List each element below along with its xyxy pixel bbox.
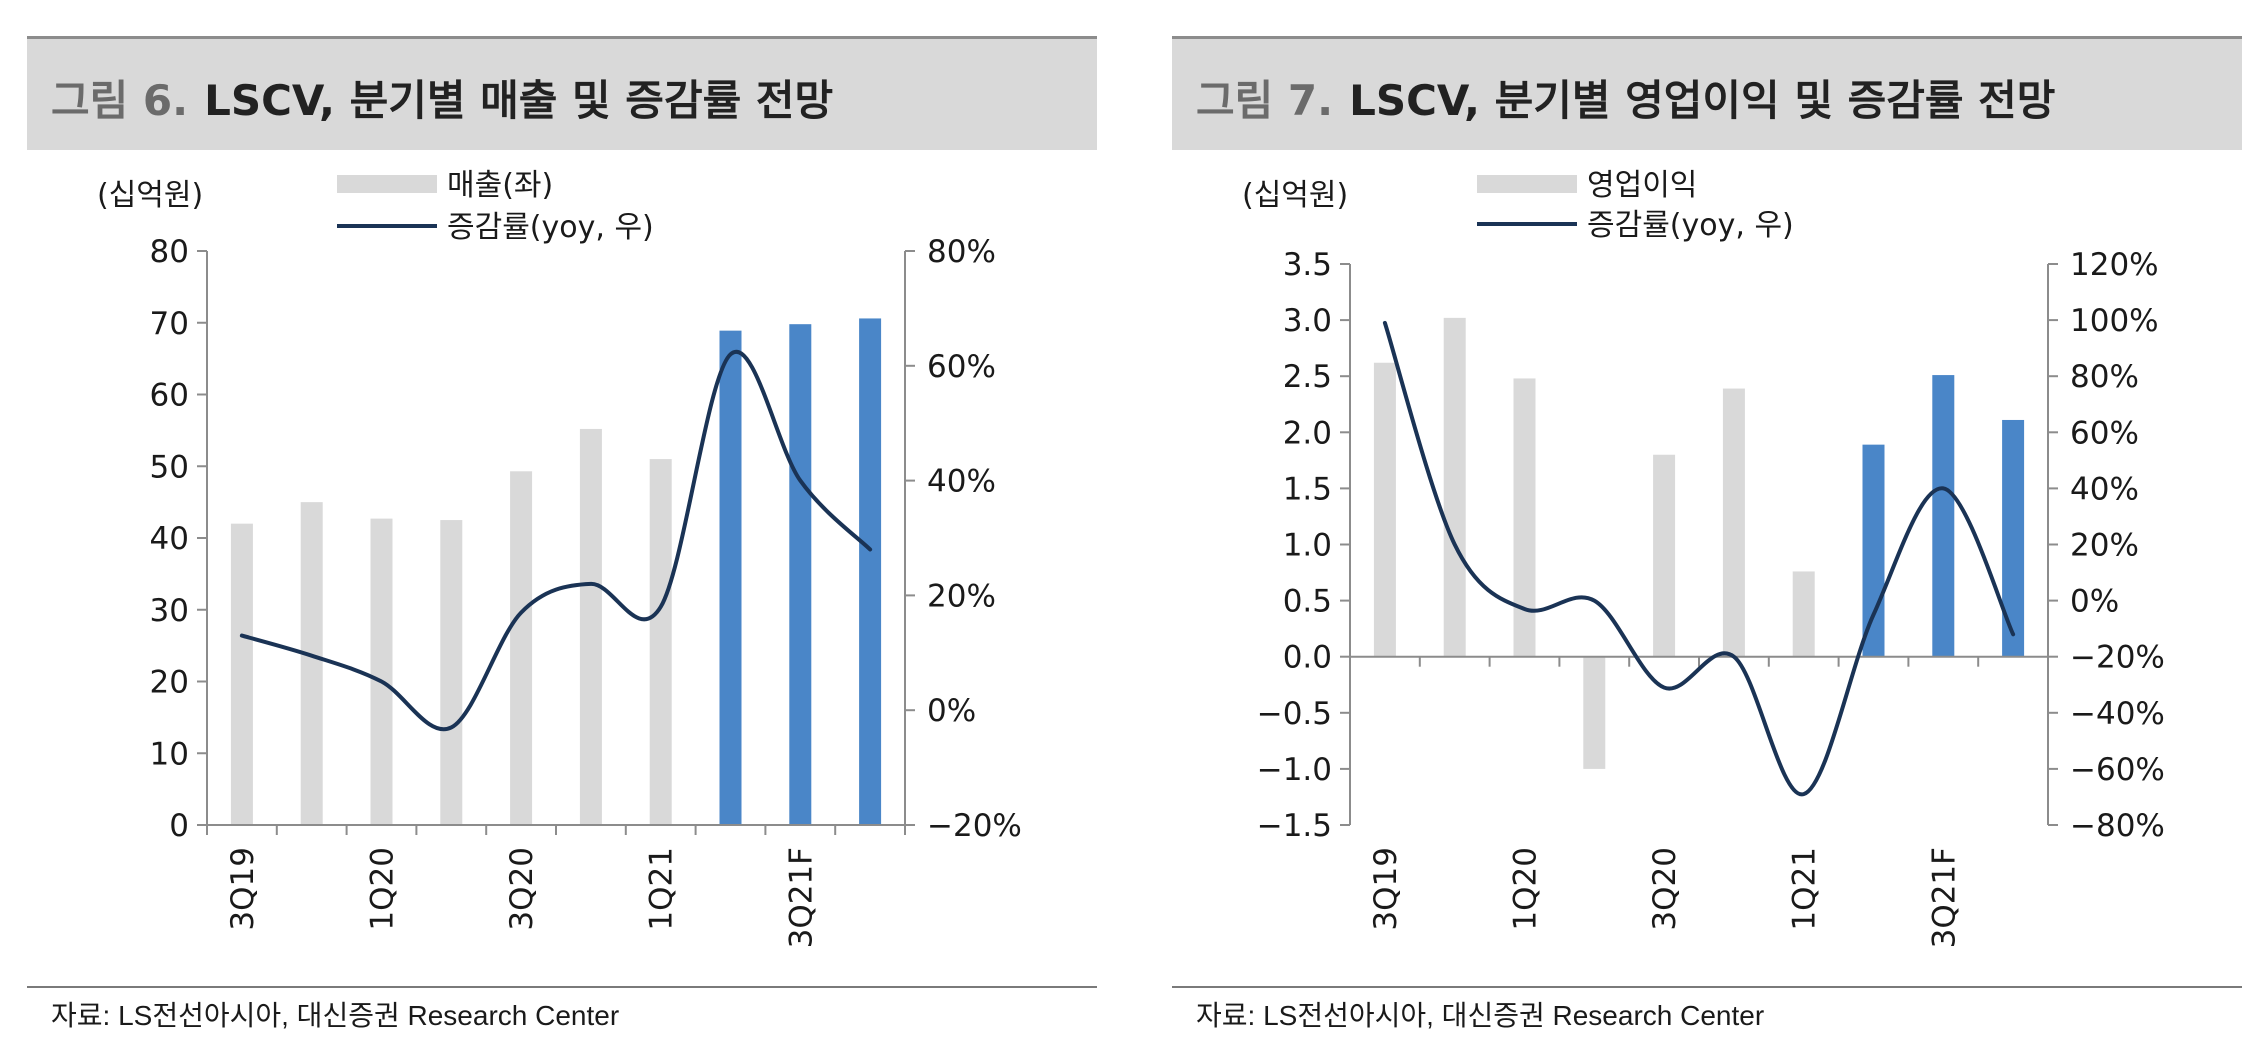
figure-number: 그림 6. [51,76,189,125]
right-tick-label: 40% [927,464,996,500]
bar [230,523,253,825]
right-tick-label: 0% [2070,584,2119,620]
bar [1373,362,1396,657]
left-tick-label: 2.5 [1283,359,1332,395]
bar [1722,388,1745,657]
x-tick-label: 1Q20 [365,847,401,931]
right-tick-label: −20% [2070,640,2165,676]
figure-title-bar: 그림 6. LSCV, 분기별 매출 및 증감률 전망 [27,36,1097,150]
right-tick-label: 80% [2070,359,2139,395]
bar [440,520,463,825]
bar [1513,378,1536,657]
yoy-growth-line [1382,320,2016,797]
left-tick-label: 0.5 [1283,584,1332,620]
x-tick-label: 3Q21F [783,847,819,948]
x-tick-label: 1Q20 [1508,847,1544,931]
left-tick-label: 10 [150,736,189,772]
left-tick-label: 3.5 [1283,247,1332,283]
left-tick-label: 40 [150,521,189,557]
figure-number: 그림 7. [1196,76,1334,125]
figure-title: 그림 6. LSCV, 분기별 매출 및 증감률 전망 [51,67,833,128]
bar-forecast [1932,375,1955,657]
left-tick-label: 70 [150,306,189,342]
bar [1653,454,1676,657]
bar [579,428,602,825]
left-tick-label: −1.0 [1257,752,1332,788]
right-tick-label: 20% [2070,528,2139,564]
bar-forecast [859,318,882,825]
figure-title-bar: 그림 7. LSCV, 분기별 영업이익 및 증감률 전망 [1172,36,2242,150]
right-tick-label: 60% [2070,415,2139,451]
left-tick-label: 1.0 [1283,528,1332,564]
source-divider [1172,986,2242,988]
unit-label: (십억원) [97,178,203,213]
unit-label: (십억원) [1242,178,1348,213]
figure-title-text: LSCV, 분기별 매출 및 증감률 전망 [204,76,834,125]
bar [1443,317,1466,657]
legend-bar-swatch [1477,175,1577,193]
right-tick-label: 40% [2070,471,2139,507]
revenue-chart: (십억원) 매출(좌) 증감률(yoy, 우) 0 10 20 30 40 50 60 70 80 −2… [97,168,1022,948]
left-tick-label: 20 [150,665,189,701]
bar [510,471,533,825]
right-tick-label: 60% [927,349,996,385]
right-tick-label: 80% [927,234,996,270]
bar-forecast [2002,419,2025,657]
right-tick-label: 0% [927,693,976,729]
left-tick-label: 3.0 [1283,303,1332,339]
x-tick-label: 3Q21F [1926,847,1962,948]
right-tick-label: 100% [2070,303,2159,339]
left-tick-label: 60 [150,378,189,414]
x-tick-label: 3Q20 [1647,847,1683,931]
figure-title-text: LSCV, 분기별 영업이익 및 증감률 전망 [1349,76,2056,125]
right-tick-label: −20% [927,808,1022,844]
figure-title: 그림 7. LSCV, 분기별 영업이익 및 증감률 전망 [1196,67,2055,128]
x-tick-label: 1Q21 [1787,847,1823,931]
bar [1792,571,1815,657]
legend-bar-swatch [337,175,437,193]
left-tick-label: 1.5 [1283,471,1332,507]
left-tick-label: 2.0 [1283,415,1332,451]
source-divider [27,986,1097,988]
right-tick-label: −80% [2070,808,2165,844]
bar-forecast [719,330,742,825]
bar [300,502,323,825]
bar [649,459,672,825]
left-tick-label: 50 [150,449,189,485]
left-tick-label: −0.5 [1257,696,1332,732]
left-tick-label: 30 [150,593,189,629]
legend-bar-label: 매출(좌) [447,168,553,203]
left-tick-label: −1.5 [1257,808,1332,844]
left-tick-label: 80 [150,234,189,270]
yoy-growth-line [239,349,873,732]
legend-line-label: 증감률(yoy, 우) [1587,208,1794,243]
figure-6-panel: 그림 6. LSCV, 분기별 매출 및 증감률 전망 (십억원) 매출(좌) 증감률… [27,0,1097,1048]
legend-bar-label: 영업이익 [1587,168,1697,203]
right-tick-label: 120% [2070,247,2159,283]
right-tick-label: −60% [2070,752,2165,788]
right-tick-label: 20% [927,578,996,614]
x-tick-label: 1Q21 [644,847,680,931]
bar [1583,656,1606,769]
x-tick-label: 3Q19 [225,847,261,931]
left-tick-label: 0.0 [1283,640,1332,676]
bar-forecast [1862,444,1885,657]
source-note: 자료: LS전선아시아, 대신증권 Research Center [1196,1000,1765,1031]
left-tick-label: 0 [169,808,189,844]
x-tick-label: 3Q20 [504,847,540,931]
bar-forecast [789,324,812,825]
bar [370,518,393,825]
x-tick-label: 3Q19 [1368,847,1404,931]
legend-line-label: 증감률(yoy, 우) [447,210,654,245]
right-tick-label: −40% [2070,696,2165,732]
source-note: 자료: LS전선아시아, 대신증권 Research Center [51,1000,620,1031]
